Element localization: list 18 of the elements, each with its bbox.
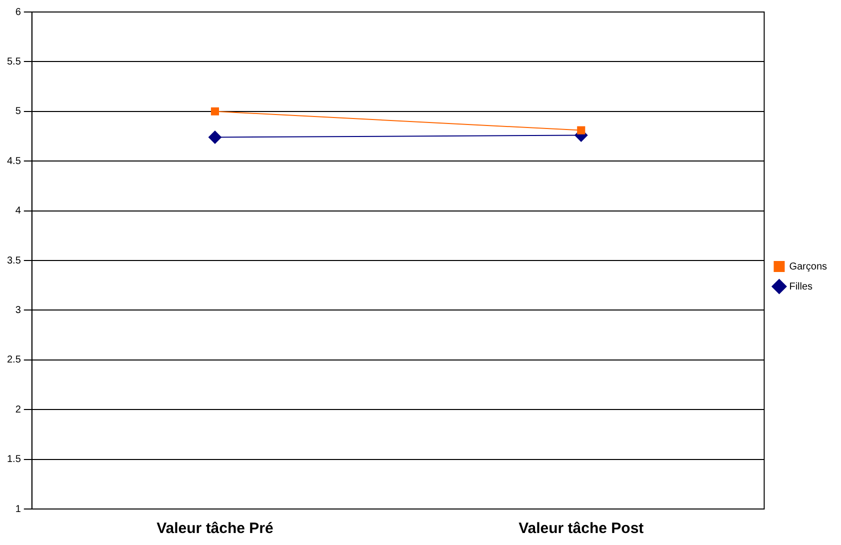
y-tick-label: 2 bbox=[15, 404, 22, 416]
y-tick-label: 3.5 bbox=[6, 255, 22, 266]
y-tick-label: 4 bbox=[15, 206, 22, 217]
point bbox=[577, 126, 586, 134]
x-tick-label: Valeur tâche Pré bbox=[156, 520, 274, 538]
y-tick-label: 3 bbox=[15, 304, 22, 316]
legend-label: Filles bbox=[789, 281, 813, 292]
y-tick-label: 6 bbox=[15, 6, 22, 18]
legend-label: Garçons bbox=[789, 261, 828, 272]
x-tick-label: Valeur tâche Post bbox=[518, 520, 644, 538]
y-tick-label: 1.5 bbox=[6, 454, 22, 466]
point bbox=[210, 107, 220, 116]
y-tick-label: 2.5 bbox=[6, 354, 22, 366]
y-tick-label: 5.5 bbox=[6, 56, 22, 68]
y-tick-label: 1 bbox=[15, 504, 22, 515]
point bbox=[208, 130, 222, 144]
y-tick-label: 4.5 bbox=[6, 156, 22, 167]
y-tick-label: 5 bbox=[15, 106, 22, 118]
